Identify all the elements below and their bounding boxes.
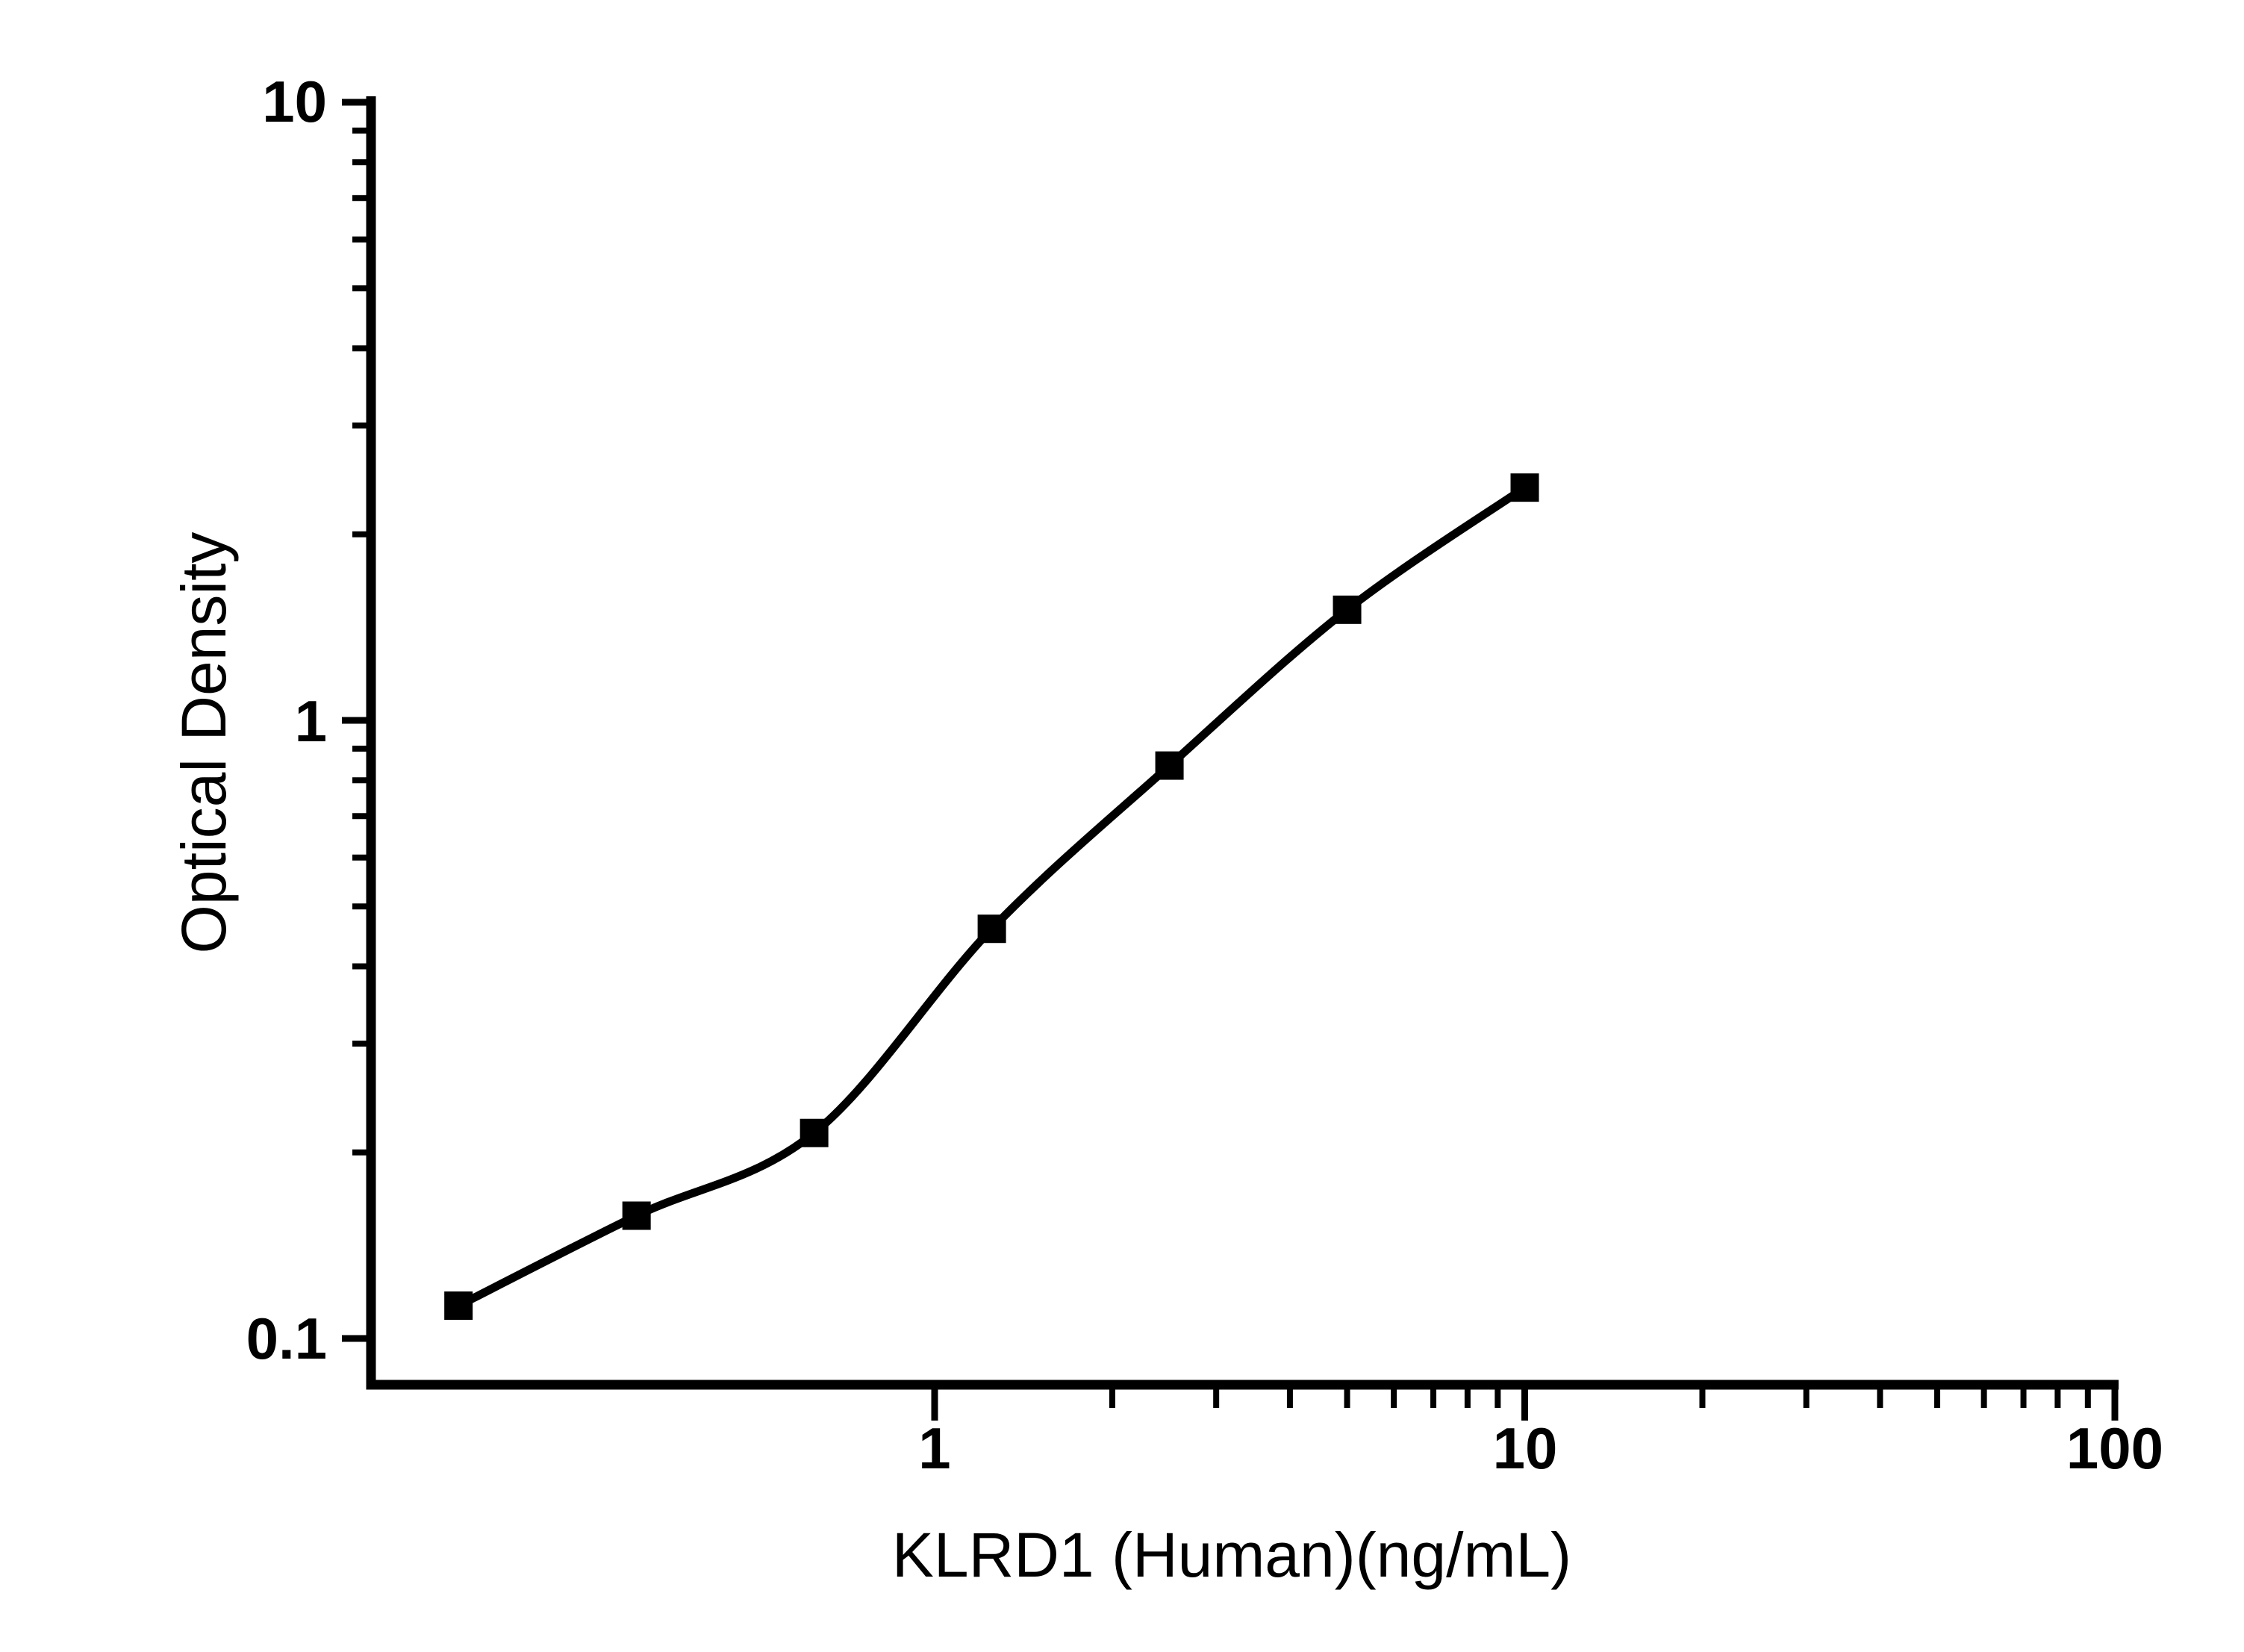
y-axis-title: Optical Density [169,532,239,954]
labels: 10 1 0.1 1 10 100 KLRD1 (Human)(ng/mL) O… [169,69,2163,1590]
data-points-layer [444,473,1539,1321]
data-point-marker [444,1291,473,1321]
y-tick-label-0p1: 0.1 [246,1306,327,1371]
data-point-marker [800,1118,829,1147]
y-axis-spine [366,96,376,1390]
fit-curve [454,483,1529,1310]
x-axis-title: KLRD1 (Human)(ng/mL) [892,1520,1571,1590]
x-tick-label-1: 1 [918,1415,950,1481]
data-point-marker [622,1201,651,1230]
axes [342,96,2119,1421]
y-tick-label-10: 10 [262,69,327,134]
data-point-marker [1155,751,1184,780]
y-tick-label-1: 1 [295,688,327,754]
fit-curve-layer [454,483,1529,1310]
data-point-marker [1333,595,1362,624]
x-axis-spine [366,1380,2119,1390]
data-point-marker [1510,473,1539,502]
x-tick-label-100: 100 [2066,1415,2163,1481]
data-point-marker [977,914,1006,944]
x-tick-label-10: 10 [1493,1415,1558,1481]
